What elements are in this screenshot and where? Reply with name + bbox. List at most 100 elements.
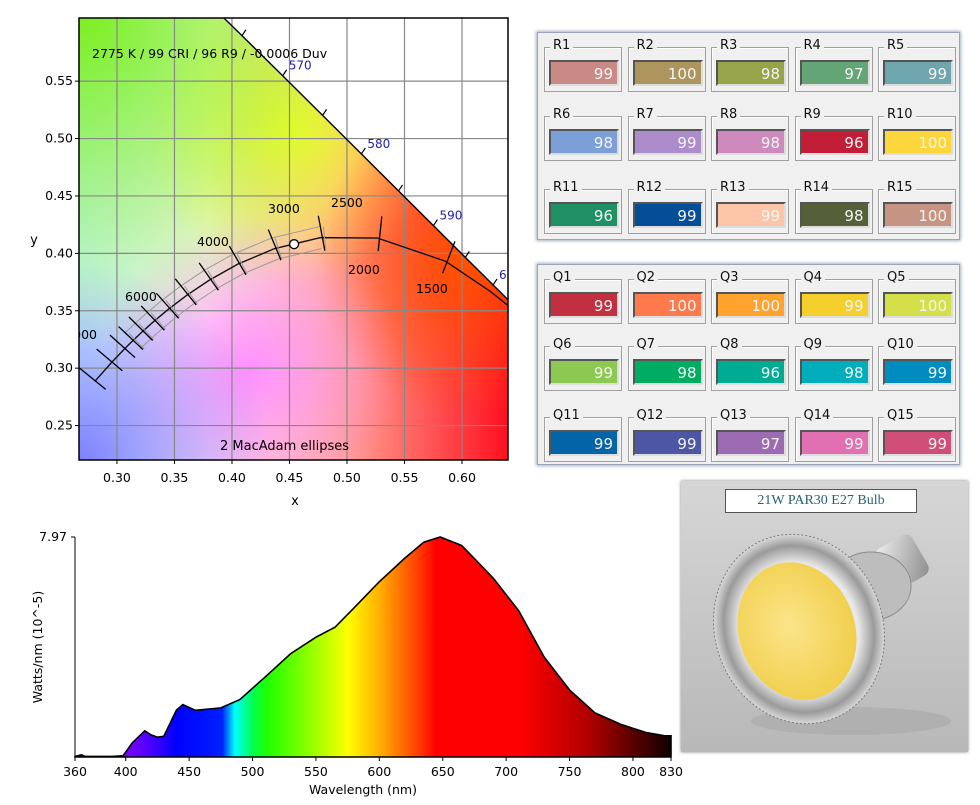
q-index-value: 100 — [918, 297, 947, 315]
macadam-ellipse-segment — [274, 238, 283, 260]
r-index-value: 100 — [667, 65, 697, 83]
plot-area: 570 580 590 600 10000 6000 4000 3000 2500 2000 150… — [79, 18, 508, 460]
wavelength-tick — [398, 184, 404, 192]
q-index-value: 99 — [677, 435, 697, 453]
q-index-value: 98 — [677, 364, 697, 382]
r-index-cell: R15 100 — [876, 180, 956, 234]
x-tick-label: 0.45 — [276, 470, 304, 485]
wavelength-label: 590 — [439, 209, 462, 223]
y-tick-label: 0.50 — [45, 131, 73, 146]
r-index-label: R10 — [884, 107, 916, 122]
x-tick-label: 0.55 — [391, 470, 419, 485]
q-index-cell: Q1 99 — [542, 270, 622, 324]
r-index-swatch: 96 — [799, 129, 870, 155]
r-index-label: R6 — [550, 107, 574, 122]
y-tick-label: 0.25 — [45, 418, 73, 433]
r-index-label: R4 — [800, 38, 824, 53]
x-tick-label: 0.50 — [333, 470, 361, 485]
r-index-label: R14 — [800, 180, 833, 195]
photo-caption: 21W PAR30 E27 Bulb — [725, 489, 917, 513]
wavelength-tick — [492, 278, 498, 286]
wavelength-tick — [432, 219, 438, 226]
group-frame — [544, 346, 622, 391]
group-frame — [794, 47, 873, 92]
q-index-cell: Q12 99 — [626, 408, 706, 462]
q-index-swatch: 100 — [716, 292, 786, 318]
q-index-cell: Q2 100 — [626, 270, 706, 324]
q-index-label: Q3 — [717, 270, 742, 285]
r-index-value: 98 — [593, 134, 613, 152]
x-tick-label: 450 — [177, 764, 201, 779]
q-index-label: Q4 — [800, 270, 826, 285]
group-frame — [878, 417, 956, 462]
q-index-cell: Q14 99 — [793, 408, 873, 462]
q-index-value: 99 — [593, 364, 613, 382]
isotemperature-line — [118, 326, 144, 351]
r-index-cell: R5 99 — [876, 38, 956, 92]
r-index-swatch: 100 — [632, 60, 703, 86]
r-index-cell: R9 96 — [793, 107, 873, 161]
group-frame — [711, 47, 789, 92]
r-index-swatch: 99 — [883, 60, 953, 86]
q-index-swatch: 96 — [716, 359, 786, 385]
r-index-cell: R8 98 — [709, 107, 789, 161]
cct-label: 3000 — [268, 201, 300, 216]
wavelength-tick — [464, 251, 470, 258]
r-index-value: 96 — [593, 207, 613, 225]
q-index-cell: Q6 99 — [542, 337, 622, 391]
group-frame — [794, 346, 873, 391]
r-index-value: 100 — [918, 207, 947, 225]
group-frame — [711, 189, 789, 234]
q-index-label: Q5 — [884, 270, 909, 285]
r-index-value: 99 — [593, 65, 613, 83]
r-index-label: R11 — [550, 180, 582, 195]
q-index-swatch: 100 — [883, 292, 953, 318]
y-tick-label: 0.55 — [45, 73, 73, 88]
q-index-label: Q7 — [633, 337, 659, 352]
r-index-swatch: 98 — [799, 202, 870, 228]
r-index-swatch: 100 — [883, 202, 953, 228]
plot-border — [78, 17, 509, 461]
r-index-value: 97 — [844, 65, 864, 83]
macadam-ellipse-segment — [138, 323, 155, 341]
q-index-label: Q15 — [884, 408, 917, 423]
macadam-ellipse-segment — [128, 332, 145, 350]
isotemperature-line — [155, 292, 180, 319]
r-index-cell: R4 97 — [793, 38, 873, 92]
q-index-swatch: 98 — [799, 359, 870, 385]
y-max-label: 7.97 — [39, 529, 67, 544]
q-index-cell: Q3 100 — [709, 270, 789, 324]
cct-label: 2500 — [331, 195, 363, 210]
r-index-cell: R3 98 — [709, 38, 789, 92]
r-index-value: 98 — [844, 207, 864, 225]
r-index-cell: R12 99 — [626, 180, 706, 234]
group-frame — [711, 417, 789, 462]
cct-label: 2000 — [348, 262, 380, 277]
measured-chromaticity-point — [288, 239, 300, 250]
r-index-label: R5 — [884, 38, 908, 53]
x-tick-label: 400 — [114, 764, 138, 779]
r-index-label: R1 — [550, 38, 574, 53]
q-index-swatch: 99 — [549, 359, 619, 385]
x-tick-label: 0.35 — [161, 470, 189, 485]
q-index-cell: Q7 98 — [626, 337, 706, 391]
q-index-value: 97 — [760, 435, 780, 453]
chart-title: 2775 K / 99 CRI / 96 R9 / -0.0006 Duv — [92, 46, 328, 61]
spectral-power-distribution-chart: 7.97 360 400 450 500 550 600 650 700 750 800 830 Wav… — [30, 529, 683, 797]
r-index-swatch: 99 — [632, 202, 703, 228]
group-frame — [627, 116, 706, 161]
group-frame — [711, 346, 789, 391]
wavelength-tick — [360, 147, 366, 155]
r-index-value: 99 — [677, 207, 697, 225]
r-index-value: 99 — [760, 207, 780, 225]
r-index-label: R2 — [633, 38, 657, 53]
q-index-swatch: 97 — [716, 430, 786, 456]
outside-locus-region — [223, 18, 508, 300]
r-index-label: R8 — [717, 107, 741, 122]
x-axis-label: x — [291, 494, 299, 509]
q-index-cell: Q9 98 — [793, 337, 873, 391]
macadam-ellipse-segment — [322, 226, 327, 249]
q-index-swatch: 99 — [549, 292, 619, 318]
q-index-cell: Q8 96 — [709, 337, 789, 391]
macadam-ellipse-segment — [150, 312, 166, 330]
